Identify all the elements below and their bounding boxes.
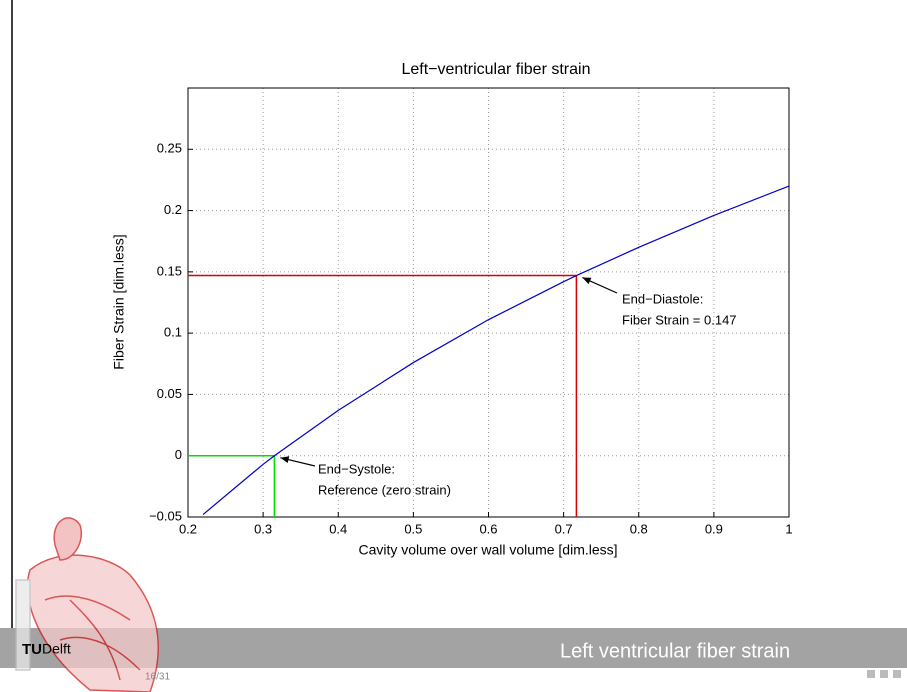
y-tick-label: −0.05	[149, 508, 182, 523]
page-number: 16/31	[145, 672, 170, 683]
annotation-text: Reference (zero strain)	[318, 482, 451, 497]
y-tick-label: 0	[175, 447, 182, 462]
annotation-text: End−Systole:	[318, 461, 395, 476]
x-tick-label: 0.2	[179, 521, 197, 536]
annotation-text: End−Diastole:	[622, 291, 703, 306]
arrow-head	[582, 277, 592, 285]
y-tick-label: 0.05	[157, 386, 182, 401]
heart-logo	[15, 517, 159, 692]
x-tick-label: 0.5	[404, 521, 422, 536]
plot-frame	[187, 87, 790, 518]
y-tick-label: 0.1	[164, 325, 182, 340]
logo-text: Delft	[42, 641, 71, 657]
annotation-text: Fiber Strain = 0.147	[622, 312, 737, 327]
x-tick-label: 0.8	[630, 521, 648, 536]
nav-squares	[828, 670, 901, 678]
y-axis-label: Fiber Strain [dim.less]	[111, 234, 127, 369]
footer-title: Left ventricular fiber strain	[560, 640, 790, 662]
y-tick-label: 0.2	[164, 202, 182, 217]
y-tick-label: 0.15	[157, 263, 182, 278]
y-tick-label: 0.25	[157, 141, 182, 156]
x-tick-label: 0.9	[705, 521, 723, 536]
x-tick-label: 1	[785, 521, 792, 536]
x-tick-label: 0.6	[479, 521, 497, 536]
chart-title: Left−ventricular fiber strain	[402, 61, 591, 78]
x-tick-label: 0.3	[254, 521, 272, 536]
x-tick-label: 0.4	[329, 521, 347, 536]
data-line	[202, 185, 790, 516]
logo-mark: TU	[22, 641, 42, 658]
x-axis-label: Cavity volume over wall volume [dim.less…	[358, 542, 617, 558]
arrow-head	[280, 456, 290, 464]
x-tick-label: 0.7	[555, 521, 573, 536]
